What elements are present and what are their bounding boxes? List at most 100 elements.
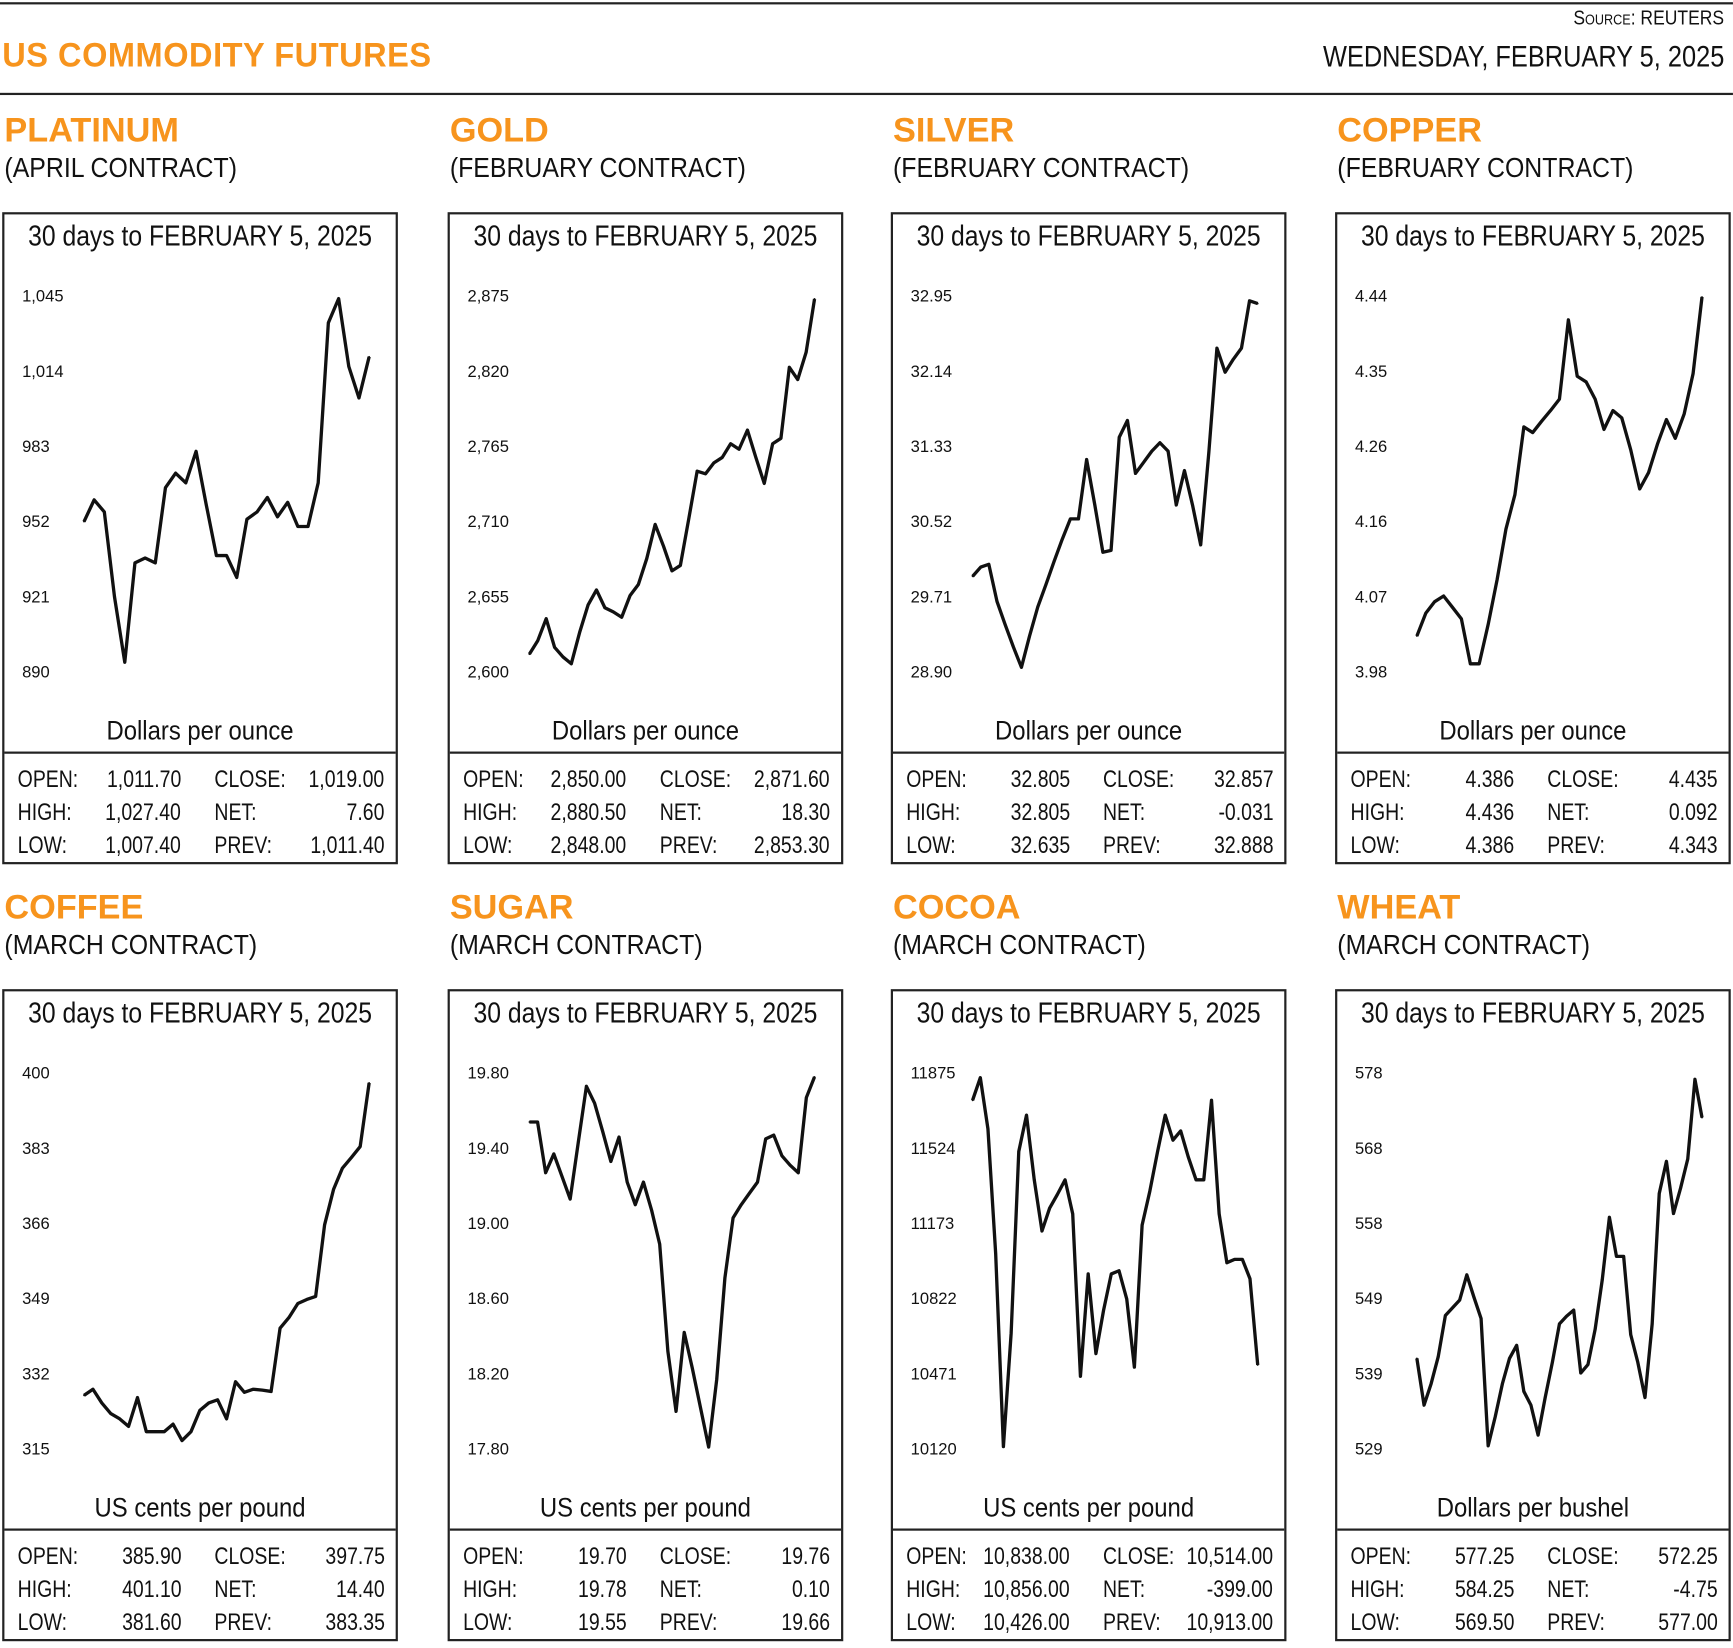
data-point bbox=[1256, 1364, 1259, 1366]
open-label: OPEN: bbox=[463, 764, 524, 793]
data-point bbox=[181, 1439, 183, 1442]
commodity-name: GOLD bbox=[449, 110, 549, 150]
y-tick-label: 952 bbox=[22, 512, 50, 531]
high-label: HIGH: bbox=[17, 1574, 72, 1603]
low-value: 569.50 bbox=[1454, 1608, 1515, 1636]
data-point bbox=[332, 1188, 335, 1191]
chart-panel: 30 days to FEBRUARY 5, 2025 578 568 558 549 5… bbox=[1335, 989, 1731, 1642]
close-value: 397.75 bbox=[325, 1541, 385, 1570]
y-tick-label: 1,045 bbox=[22, 287, 63, 306]
data-point bbox=[679, 564, 682, 567]
unit-label: Dollars per ounce bbox=[1439, 716, 1627, 747]
commodity-name: COFFEE bbox=[4, 887, 144, 927]
open-label: OPEN: bbox=[17, 764, 79, 793]
data-point bbox=[1110, 549, 1112, 552]
data-point bbox=[796, 378, 799, 381]
net-value: 0.10 bbox=[792, 1574, 831, 1603]
y-tick-label: 890 bbox=[22, 662, 50, 681]
net-label: NET: bbox=[1102, 1574, 1146, 1603]
data-point bbox=[1480, 1317, 1482, 1320]
unit-label: Dollars per ounce bbox=[995, 716, 1183, 747]
data-point bbox=[1579, 1372, 1582, 1374]
high-label: HIGH: bbox=[1350, 1574, 1405, 1603]
chart-title: 30 days to FEBRUARY 5, 2025 bbox=[1360, 995, 1705, 1029]
y-tick-label: 18.60 bbox=[467, 1289, 508, 1308]
prev-label: PREV: bbox=[1547, 831, 1605, 859]
prev-value: 4.343 bbox=[1668, 831, 1718, 859]
y-tick-label: 32.14 bbox=[911, 362, 952, 381]
data-point bbox=[1033, 1178, 1036, 1181]
data-point bbox=[1585, 381, 1588, 383]
data-point bbox=[323, 1223, 326, 1226]
data-point bbox=[781, 1154, 783, 1157]
line-chart: 32.95 32.14 31.33 30.52 29.71 28.90 bbox=[911, 287, 1259, 681]
stats-row: OPEN: 32.805 CLOSE: 32.857 bbox=[893, 765, 1284, 796]
chart-panel: 30 days to FEBRUARY 5, 2025 19.80 19.40 19.… bbox=[447, 989, 844, 1642]
data-point bbox=[738, 448, 740, 451]
open-value: 2,850.00 bbox=[550, 764, 627, 793]
unit-label: US cents per pound bbox=[539, 1493, 751, 1523]
data-point bbox=[650, 1209, 653, 1212]
low-value: 381.60 bbox=[121, 1608, 182, 1636]
y-tick-label: 2,600 bbox=[467, 662, 508, 681]
commodity-name: COPPER bbox=[1337, 110, 1482, 150]
data-point bbox=[205, 503, 208, 506]
y-tick-label: 366 bbox=[22, 1214, 50, 1233]
header-rule bbox=[0, 92, 1733, 96]
data-point bbox=[671, 569, 673, 572]
data-point bbox=[578, 631, 581, 634]
data-point bbox=[164, 486, 167, 489]
open-value: 577.25 bbox=[1454, 1541, 1515, 1570]
data-point bbox=[1665, 418, 1668, 421]
low-value: 2,848.00 bbox=[550, 831, 627, 859]
high-label: HIGH: bbox=[906, 1574, 961, 1603]
y-tick-label: 921 bbox=[22, 587, 50, 606]
prev-value: 2,853.30 bbox=[754, 831, 831, 859]
close-label: CLOSE: bbox=[659, 1541, 732, 1570]
data-point bbox=[724, 1277, 726, 1279]
close-label: CLOSE: bbox=[214, 1541, 286, 1570]
price-line bbox=[527, 298, 817, 666]
data-point bbox=[1002, 1445, 1005, 1448]
data-point bbox=[1195, 1178, 1197, 1181]
data-point bbox=[696, 470, 699, 472]
stats-row: HIGH: 1,027.40 NET: 7.60 bbox=[4, 798, 395, 829]
data-point bbox=[1423, 1404, 1425, 1407]
data-point bbox=[772, 1134, 775, 1137]
data-point bbox=[1620, 417, 1623, 419]
net-label: NET: bbox=[659, 1574, 702, 1603]
data-point bbox=[561, 1175, 563, 1178]
close-label: CLOSE: bbox=[1547, 764, 1619, 793]
chart-panel: 30 days to FEBRUARY 5, 2025 4.44 4.35 4.26 4… bbox=[1335, 212, 1731, 865]
y-tick-label: 2,655 bbox=[467, 587, 508, 606]
data-point bbox=[1224, 371, 1227, 374]
data-point bbox=[994, 1252, 997, 1255]
data-point bbox=[562, 656, 564, 658]
stats-row: HIGH: 19.78 NET: 0.10 bbox=[450, 1575, 841, 1606]
data-point bbox=[1603, 428, 1605, 431]
data-point bbox=[1415, 635, 1418, 637]
y-tick-label: 28.90 bbox=[911, 662, 952, 681]
data-point bbox=[1010, 1332, 1012, 1334]
data-point bbox=[1061, 538, 1064, 541]
data-point bbox=[1692, 372, 1694, 375]
data-point bbox=[1478, 662, 1481, 665]
chart-panel: 30 days to FEBRUARY 5, 2025 1,045 1,014 983… bbox=[2, 212, 398, 865]
data-point bbox=[683, 1331, 686, 1334]
data-point bbox=[1558, 1323, 1561, 1325]
high-value: 4.436 bbox=[1465, 797, 1515, 826]
close-label: CLOSE: bbox=[1102, 764, 1175, 793]
data-point bbox=[618, 1136, 620, 1138]
data-point bbox=[1544, 1396, 1547, 1399]
data-point bbox=[359, 1145, 362, 1148]
y-tick-label: 10822 bbox=[911, 1289, 957, 1308]
data-point bbox=[1693, 1078, 1696, 1081]
data-point bbox=[667, 1350, 669, 1353]
high-value: 2,880.50 bbox=[550, 797, 627, 826]
chart-title: 30 days to FEBRUARY 5, 2025 bbox=[916, 995, 1261, 1029]
stats-row: LOW: 10,426.00 PREV: 10,913.00 bbox=[893, 1608, 1284, 1639]
data-point bbox=[1141, 1224, 1144, 1227]
y-tick-label: 11875 bbox=[911, 1064, 956, 1083]
data-point bbox=[979, 1076, 982, 1079]
data-point bbox=[1045, 583, 1047, 586]
